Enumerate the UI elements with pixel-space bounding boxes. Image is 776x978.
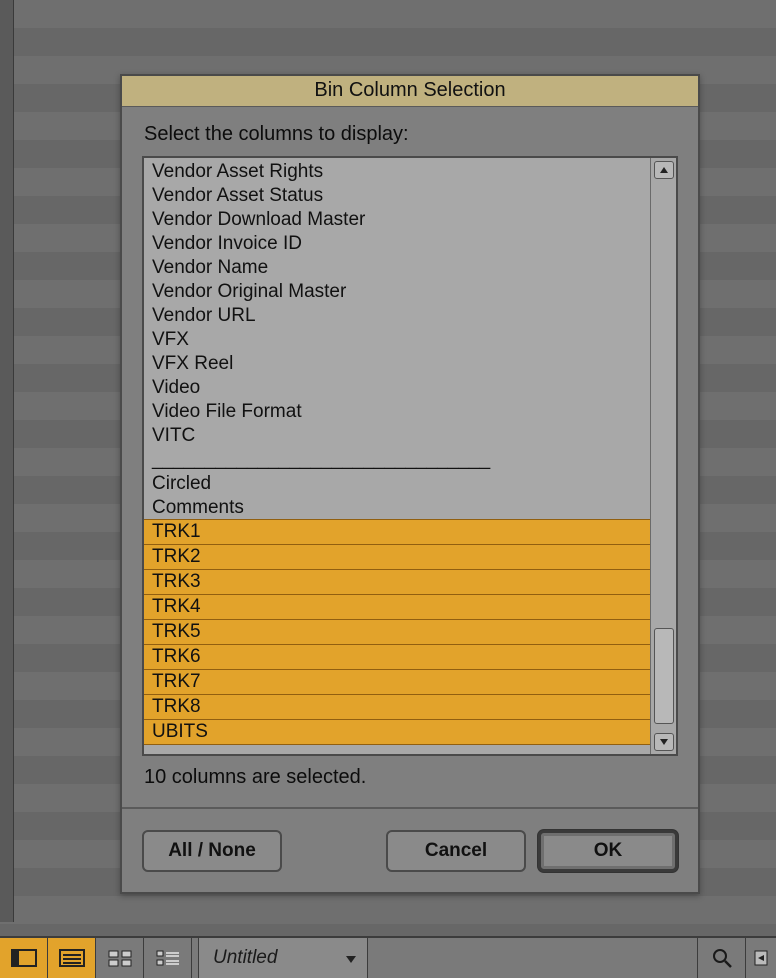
search-button[interactable] [698, 938, 746, 978]
list-item[interactable]: ________________________________ [144, 448, 650, 472]
list-item[interactable]: TRK3 [144, 570, 650, 595]
toolbar-right [697, 938, 776, 978]
dialog-button-row: All / None Cancel OK [122, 812, 698, 892]
list-item[interactable]: TRK1 [144, 519, 650, 545]
list-item[interactable]: Vendor URL [144, 304, 650, 328]
bin-toolbar: Untitled [0, 936, 776, 978]
list-item[interactable]: TRK5 [144, 620, 650, 645]
scrollbar [650, 158, 676, 754]
list-item[interactable]: TRK4 [144, 595, 650, 620]
scroll-up-button[interactable] [654, 161, 674, 179]
dialog-separator [122, 807, 698, 809]
list-item[interactable]: Video [144, 376, 650, 400]
dialog-instruction: Select the columns to display: [144, 123, 678, 146]
frame-view-button[interactable] [96, 938, 144, 978]
bin-tab-dropdown[interactable]: Untitled [198, 938, 368, 978]
list-item[interactable]: Vendor Invoice ID [144, 232, 650, 256]
dialog-title: Bin Column Selection [122, 76, 698, 107]
brief-view-button[interactable] [0, 938, 48, 978]
bin-tab-label: Untitled [213, 947, 277, 969]
list-item[interactable]: Video File Format [144, 400, 650, 424]
dialog-body: Select the columns to display: Vendor As… [122, 107, 698, 812]
script-view-button[interactable] [144, 938, 192, 978]
text-view-button[interactable] [48, 938, 96, 978]
list-item[interactable]: Vendor Asset Status [144, 184, 650, 208]
list-item[interactable]: TRK7 [144, 670, 650, 695]
list-item[interactable]: VFX Reel [144, 352, 650, 376]
list-item[interactable]: VITC [144, 424, 650, 448]
list-item[interactable]: TRK2 [144, 545, 650, 570]
chevron-down-icon [345, 948, 357, 970]
list-item[interactable]: TRK8 [144, 695, 650, 720]
list-item[interactable]: Vendor Download Master [144, 208, 650, 232]
scroll-thumb[interactable] [654, 628, 674, 724]
left-gutter [0, 0, 14, 922]
scroll-down-button[interactable] [654, 733, 674, 751]
list-item[interactable]: UBITS [144, 720, 650, 745]
column-listbox: Vendor Asset RightsVendor Asset StatusVe… [142, 156, 678, 756]
list-item[interactable]: TRK6 [144, 645, 650, 670]
list-item[interactable]: Vendor Asset Rights [144, 160, 650, 184]
selection-status: 10 columns are selected. [144, 766, 678, 789]
list-item[interactable]: Circled [144, 472, 650, 496]
column-listbox-items[interactable]: Vendor Asset RightsVendor Asset StatusVe… [144, 158, 650, 754]
collapse-button[interactable] [746, 938, 776, 978]
cancel-button[interactable]: Cancel [386, 830, 526, 872]
list-item[interactable]: Vendor Original Master [144, 280, 650, 304]
bin-column-selection-dialog: Bin Column Selection Select the columns … [120, 74, 700, 894]
ok-button[interactable]: OK [538, 830, 678, 872]
list-item[interactable]: VFX [144, 328, 650, 352]
list-item[interactable]: Comments [144, 496, 650, 520]
all-none-button[interactable]: All / None [142, 830, 282, 872]
list-item[interactable]: Vendor Name [144, 256, 650, 280]
